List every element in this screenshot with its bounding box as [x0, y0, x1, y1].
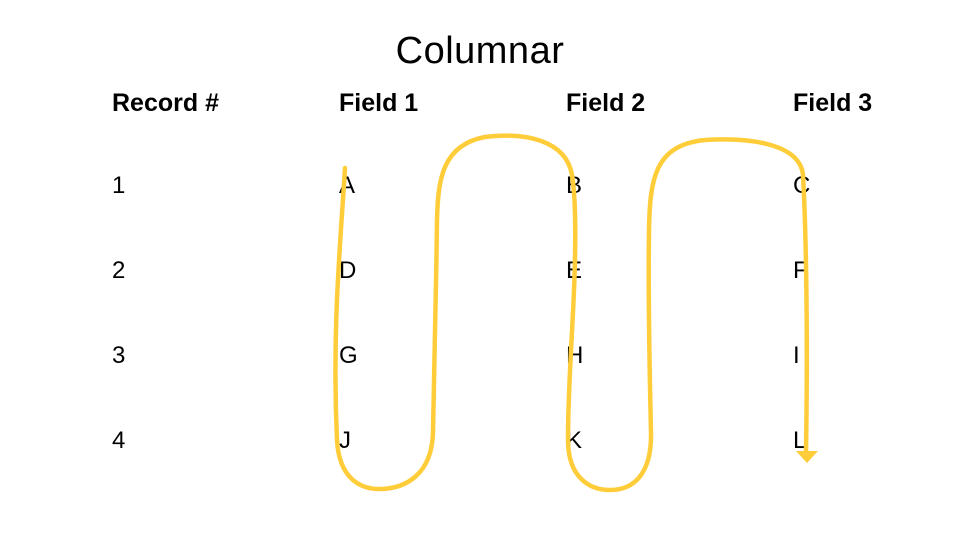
header-field-1: Field 1 [339, 89, 419, 117]
cell-row-2-field-1: D [339, 257, 357, 284]
cell-row-3-field-3: I [793, 342, 800, 369]
header-field-2: Field 2 [566, 89, 646, 117]
cell-row-1-record-number: 1 [112, 172, 126, 199]
arrowhead-icon [796, 451, 818, 463]
header-field-3: Field 3 [793, 89, 873, 117]
serpentine-flow-line [333, 133, 810, 493]
cell-row-3-field-1: G [339, 342, 358, 369]
cell-row-3-record-number: 3 [112, 342, 126, 369]
cell-row-4-record-number: 4 [112, 427, 126, 454]
cell-row-2-record-number: 2 [112, 257, 126, 284]
header-record-number: Record # [112, 89, 219, 117]
slide-title: Columnar [395, 30, 565, 72]
cell-row-4-field-1: J [339, 427, 351, 454]
cell-row-4-field-3: L [793, 427, 807, 454]
